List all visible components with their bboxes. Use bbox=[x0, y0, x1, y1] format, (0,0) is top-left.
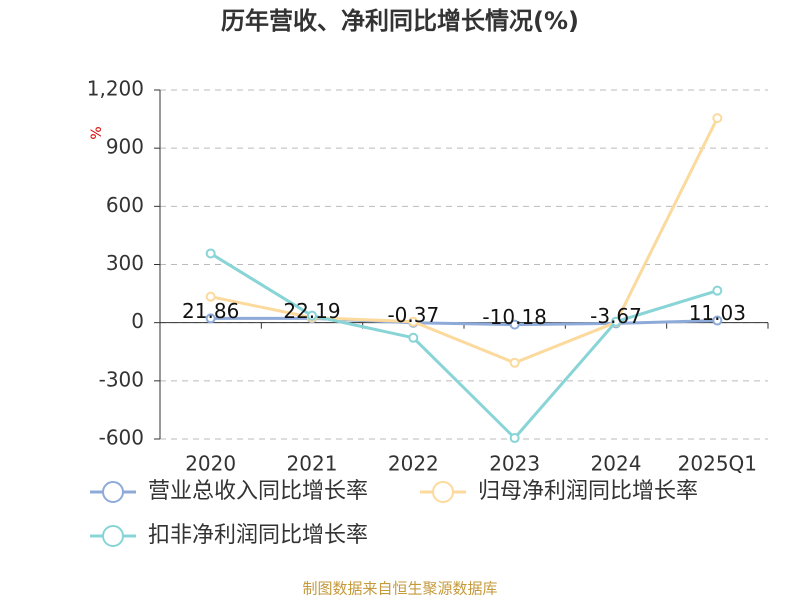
x-tick-label: 2020 bbox=[185, 452, 236, 476]
point bbox=[611, 316, 621, 327]
legend-marker bbox=[102, 525, 124, 547]
data-label: -10.18 bbox=[482, 305, 546, 329]
data-label: 21.86 bbox=[182, 299, 239, 323]
series-line bbox=[210, 316, 718, 327]
y-tick-label: 600 bbox=[106, 193, 144, 217]
series-line bbox=[209, 252, 718, 441]
y-tick-label: -300 bbox=[99, 367, 144, 391]
point bbox=[205, 313, 216, 324]
y-tick-label: 900 bbox=[106, 135, 144, 159]
point bbox=[205, 248, 216, 259]
point bbox=[509, 319, 520, 330]
legend-label: 归母净利润同比增长率 bbox=[478, 479, 698, 504]
legend-marker bbox=[102, 481, 124, 503]
x-tick-label: 2024 bbox=[591, 452, 642, 476]
x-tick-label: 2022 bbox=[388, 452, 439, 476]
data-label: -0.37 bbox=[387, 303, 439, 327]
point bbox=[712, 113, 723, 124]
y-axis-label: % bbox=[89, 126, 105, 139]
legend-label: 扣非净利润同比增长率 bbox=[148, 523, 368, 548]
point bbox=[408, 332, 419, 343]
point bbox=[509, 357, 520, 368]
series-line bbox=[210, 117, 719, 365]
source-note: 制图数据来自恒生聚源数据库 bbox=[302, 580, 497, 598]
legend-marker bbox=[432, 481, 454, 503]
data-label: 22.19 bbox=[283, 299, 340, 323]
point bbox=[307, 310, 317, 321]
y-tick-label: -600 bbox=[99, 426, 144, 450]
point bbox=[712, 315, 723, 326]
x-tick-label: 2023 bbox=[489, 452, 540, 476]
x-tick-label: 2025Q1 bbox=[678, 452, 757, 476]
y-tick-label: 1,200 bbox=[87, 77, 144, 101]
y-tick-label: 300 bbox=[106, 251, 144, 275]
legend-label: 营业总收入同比增长率 bbox=[148, 479, 368, 504]
point bbox=[408, 316, 419, 327]
y-tick-label: 0 bbox=[131, 309, 144, 333]
point bbox=[205, 291, 216, 302]
point bbox=[712, 285, 723, 296]
data-label: -3.67 bbox=[590, 304, 642, 328]
chart-title: 历年营收、净利同比增长情况(%) bbox=[221, 7, 579, 35]
point bbox=[509, 433, 520, 444]
x-tick-label: 2021 bbox=[287, 452, 338, 476]
data-label: 11.03 bbox=[689, 301, 746, 325]
